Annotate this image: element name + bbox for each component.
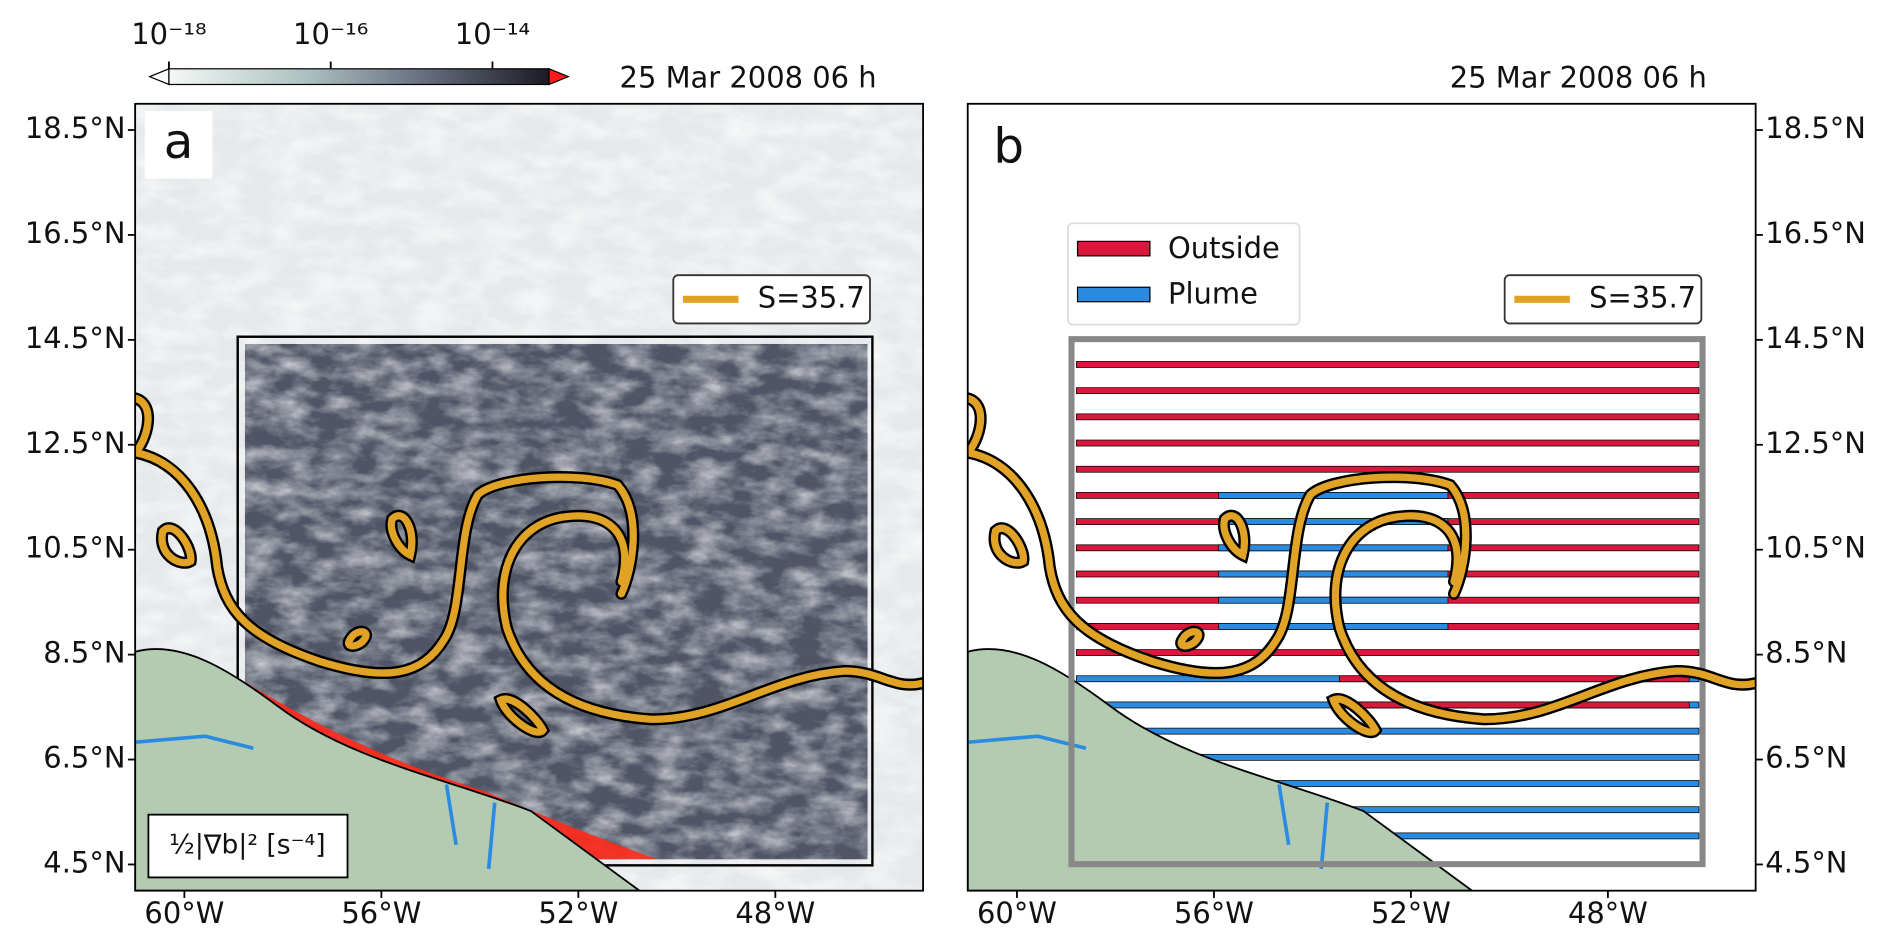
x-tick-label: 60°W xyxy=(977,896,1057,930)
x-tick-label: 56°W xyxy=(1174,896,1254,930)
x-tick-label: 52°W xyxy=(1371,896,1451,930)
y-tick-label: 12.5°N xyxy=(25,426,126,460)
salinity-contour xyxy=(967,392,1756,738)
legend-label: Outside xyxy=(1168,231,1280,265)
legend-label: S=35.7 xyxy=(1589,280,1696,314)
panel-b-map xyxy=(967,103,1756,891)
colorbar-tick-label: 10⁻¹⁶ xyxy=(293,17,368,51)
y-tick-label: 16.5°N xyxy=(25,216,126,250)
x-tick-label: 48°W xyxy=(1568,896,1648,930)
legend-swatch xyxy=(1076,286,1151,303)
y-tick-label: 6.5°N xyxy=(43,741,125,775)
legend-label: Plume xyxy=(1168,277,1258,311)
class-legend: Outside Plume xyxy=(1066,222,1301,326)
legend-label: S=35.7 xyxy=(758,280,865,314)
stripe xyxy=(1075,413,1700,421)
panel-label: a xyxy=(164,114,194,170)
panel-label: b xyxy=(993,119,1024,175)
colorbar-extend-high xyxy=(548,67,570,86)
y-tick-label: 4.5°N xyxy=(1765,845,1847,879)
stripe xyxy=(1075,439,1700,447)
stripe xyxy=(1075,727,1700,735)
colorbar-ramp xyxy=(168,68,550,86)
colorbar-tick-label: 10⁻¹⁴ xyxy=(455,17,530,51)
legend-box xyxy=(672,274,871,325)
y-tick-label: 14.5°N xyxy=(25,321,126,355)
stripe xyxy=(1075,361,1700,368)
stripe xyxy=(1339,675,1690,683)
legend-swatch xyxy=(1076,240,1151,257)
salinity-contour xyxy=(135,392,924,738)
legend-box xyxy=(1503,274,1703,325)
x-tick-label: 56°W xyxy=(341,896,421,930)
y-tick-label: 10.5°N xyxy=(1765,531,1866,565)
land xyxy=(967,648,1474,891)
contour-legend: S=35.7 S=35.7 xyxy=(672,274,1703,325)
stripe xyxy=(1075,387,1700,395)
classification-stripes xyxy=(1075,361,1700,840)
x-tick-label: 48°W xyxy=(735,896,815,930)
colorbar-label-box xyxy=(147,813,349,879)
y-tick-label: 18.5°N xyxy=(25,111,126,145)
subdomain-box xyxy=(1068,336,1706,868)
stripe xyxy=(1218,544,1449,552)
colorbar-tick-label: 10⁻¹⁸ xyxy=(131,17,206,51)
y-tick-label: 14.5°N xyxy=(1765,321,1866,355)
y-tick-label: 6.5°N xyxy=(1765,741,1847,775)
date-label: 25 Mar 2008 06 h xyxy=(1450,61,1707,95)
date-label: 25 Mar 2008 06 h xyxy=(620,61,877,95)
stripe xyxy=(1339,701,1690,709)
stripe xyxy=(1075,649,1700,656)
y-tick-label: 12.5°N xyxy=(1765,426,1866,460)
stripe xyxy=(1218,492,1449,499)
y-tick-label: 8.5°N xyxy=(1765,636,1847,670)
panel-frame xyxy=(134,102,924,892)
colorbar-label: ½|∇b|² [s⁻⁴] xyxy=(169,830,325,861)
y-tick-label: 4.5°N xyxy=(43,845,125,879)
y-tick-label: 8.5°N xyxy=(43,636,125,670)
y-tick-label: 18.5°N xyxy=(1765,111,1866,145)
panel-label-box xyxy=(144,111,213,179)
x-tick-label: 52°W xyxy=(538,896,618,930)
colorbar: 10⁻¹⁸ 10⁻¹⁶ 10⁻¹⁴ xyxy=(131,17,570,86)
y-tick-label: 16.5°N xyxy=(1765,216,1866,250)
y-tick-label: 10.5°N xyxy=(25,531,126,565)
colorbar-extend-low xyxy=(148,67,170,86)
panel-a-map xyxy=(135,103,924,891)
panel-frame xyxy=(966,102,1757,892)
x-tick-label: 60°W xyxy=(144,896,224,930)
